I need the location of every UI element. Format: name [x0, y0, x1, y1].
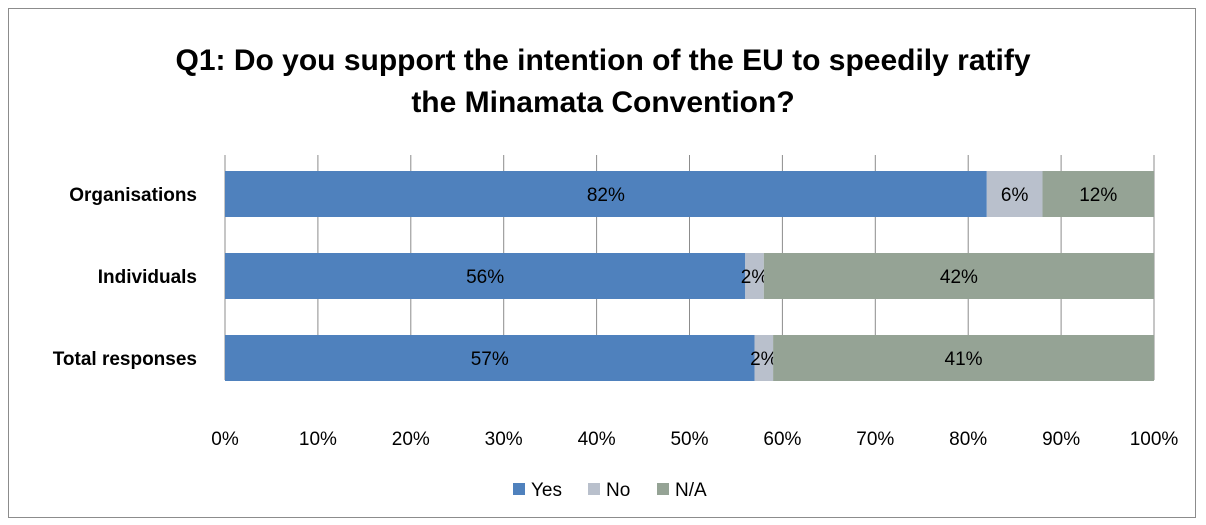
x-tick-label: 60%	[763, 429, 801, 450]
data-label: 56%	[466, 267, 504, 288]
bar-yes-1	[225, 253, 746, 299]
bar-na-2	[773, 335, 1154, 381]
category-label: Individuals	[98, 267, 197, 288]
legend-label: Yes	[531, 480, 562, 501]
chart-title-line-1: Q1: Do you support the intention of the …	[175, 44, 1031, 77]
data-label: 41%	[945, 349, 983, 370]
x-tick-label: 90%	[1042, 429, 1080, 450]
data-label: 12%	[1079, 185, 1117, 206]
data-label: 42%	[940, 267, 978, 288]
bar-no-0	[986, 171, 1043, 217]
x-tick-label: 70%	[856, 429, 894, 450]
legend-label: No	[606, 480, 630, 501]
bar-na-0	[1042, 171, 1154, 217]
data-label: 82%	[587, 185, 625, 206]
bar-yes-0	[225, 171, 987, 217]
x-tick-label: 80%	[949, 429, 987, 450]
bar-yes-2	[225, 335, 755, 381]
data-label: 57%	[471, 349, 509, 370]
category-label: Organisations	[69, 185, 197, 206]
category-label: Total responses	[53, 349, 197, 370]
x-tick-label: 0%	[211, 429, 239, 450]
x-tick-label: 50%	[670, 429, 708, 450]
legend-swatch-no	[588, 483, 600, 495]
bar-no-2	[754, 335, 774, 381]
data-label: 2%	[741, 267, 769, 288]
x-tick-label: 40%	[578, 429, 616, 450]
legend-swatch-yes	[513, 483, 525, 495]
bar-na-1	[763, 253, 1154, 299]
x-tick-label: 20%	[392, 429, 430, 450]
data-label: 2%	[750, 349, 778, 370]
data-label: 6%	[1001, 185, 1029, 206]
legend-swatch-na	[657, 483, 669, 495]
bar-no-1	[745, 253, 764, 299]
chart-title: Q1: Do you support the intention of the …	[0, 40, 1206, 124]
x-tick-label: 10%	[299, 429, 337, 450]
chart-title-line-2: the Minamata Convention?	[411, 86, 795, 119]
x-tick-label: 30%	[485, 429, 523, 450]
legend-label: N/A	[675, 480, 707, 501]
x-tick-label: 100%	[1130, 429, 1179, 450]
